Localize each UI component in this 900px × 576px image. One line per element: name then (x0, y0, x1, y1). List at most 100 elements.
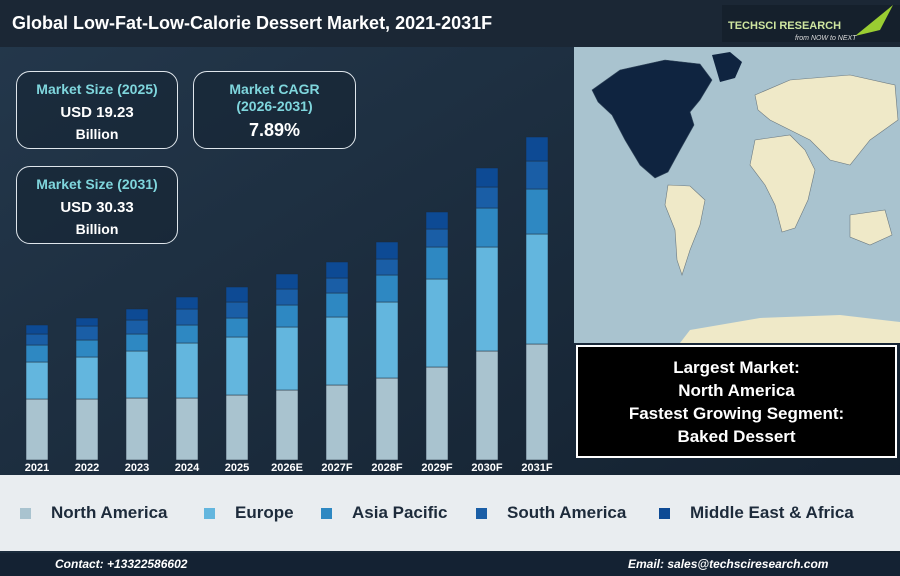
bar-segment (525, 343, 549, 461)
x-tick-label: 2028F (371, 462, 402, 474)
bar-segment (375, 241, 399, 260)
south-america (664, 184, 706, 276)
logo-tagline: from NOW to NEXT (795, 35, 857, 42)
bar-segment (175, 324, 199, 344)
legend-label: Middle East & Africa (690, 503, 854, 522)
stat-label: Market CAGR (229, 81, 320, 97)
highlight-line: Fastest Growing Segment: (628, 404, 845, 423)
legend: North America Europe Asia Pacific South Ame… (0, 475, 900, 551)
x-tick-label: 2025 (225, 462, 249, 474)
bar-segment (75, 325, 99, 341)
highlight-line: North America (678, 381, 795, 400)
logo-icon (855, 5, 893, 36)
title: Global Low-Fat-Low-Calorie Dessert Marke… (12, 13, 492, 33)
x-tick-label: 2023 (125, 462, 149, 474)
stat-box: Market Size (2025) USD 19.23 Billion (16, 71, 178, 149)
bar-segment (425, 278, 449, 368)
x-tick-label: 2027F (321, 462, 352, 474)
highlight-line: Largest Market: (673, 358, 800, 377)
bar-segment (225, 301, 249, 319)
x-tick-label: 2031F (521, 462, 552, 474)
bar-segment (375, 377, 399, 461)
logo-bg (722, 5, 900, 42)
bar-segment (525, 233, 549, 345)
bar-segment (475, 246, 499, 352)
greenland (712, 52, 742, 82)
highlights: Largest Market: North America Fastest Gr… (576, 345, 897, 458)
antarctica (680, 315, 900, 343)
stat-box: Market Size (2031) USD 30.33 Billion (16, 166, 178, 244)
bar-segment (225, 317, 249, 338)
bar-segment (375, 301, 399, 379)
australia (849, 209, 893, 246)
bar-segment (175, 342, 199, 399)
bar-segment (325, 277, 349, 294)
bar-segment (225, 336, 249, 396)
stat-value: USD 19.23 (60, 104, 134, 121)
bar-segment (425, 366, 449, 461)
bar-segment (225, 394, 249, 461)
bar-segment (475, 167, 499, 188)
bar-segment (125, 350, 149, 399)
legend-swatch (204, 508, 215, 519)
bar-segment (125, 319, 149, 335)
legend-label: North America (51, 503, 168, 522)
x-tick-label: 2022 (75, 462, 99, 474)
bar-segment (275, 304, 299, 328)
footer: Contact: +13322586602 Email: sales@techs… (0, 553, 900, 576)
x-tick-label: 2030F (471, 462, 502, 474)
stat-box: Market CAGR (2026-2031) 7.89% (193, 71, 356, 149)
bar-segment (275, 389, 299, 461)
bar-segment (25, 361, 49, 400)
bar-segment (525, 188, 549, 235)
legend-label: South America (507, 503, 627, 522)
legend-swatch (476, 508, 487, 519)
stat-value: USD 30.33 (60, 199, 134, 216)
logo: TECHSCI RESEARCH (728, 20, 841, 32)
bar-segment (125, 308, 149, 321)
stat-label: Market Size (2025) (36, 81, 158, 97)
bar-segment (425, 211, 449, 230)
x-tick-label: 2021 (25, 462, 49, 474)
bar-segment (275, 288, 299, 306)
bar-segment (275, 326, 299, 391)
bar-segment (475, 207, 499, 248)
bar-segment (175, 397, 199, 461)
stat-unit: Billion (75, 126, 119, 142)
highlight-line: Baked Dessert (677, 427, 796, 446)
bar-segment (25, 333, 49, 346)
north-america (591, 59, 713, 179)
map (574, 47, 900, 343)
bar-segment (75, 339, 99, 358)
contact: Contact: +13322586602 (55, 557, 188, 571)
legend-label: Asia Pacific (352, 503, 448, 522)
bar-segment (325, 316, 349, 386)
bar-segment (275, 273, 299, 290)
stat-unit: Billion (75, 221, 119, 237)
bar-segment (525, 136, 549, 162)
bar-segment (25, 398, 49, 461)
bar-segment (25, 324, 49, 335)
bar-segment (225, 286, 249, 303)
legend-label: Europe (235, 503, 294, 522)
bar-segment (325, 261, 349, 279)
bar-segment (125, 397, 149, 461)
africa (749, 134, 816, 233)
eurasia (754, 74, 899, 166)
bar-segment (75, 317, 99, 327)
legend-swatch (20, 508, 31, 519)
stat-label: Market Size (2031) (36, 176, 158, 192)
bar-segment (525, 160, 549, 190)
bar-segment (475, 350, 499, 461)
bar-segment (325, 292, 349, 318)
x-tick-label: 2029F (421, 462, 452, 474)
bar-segment (375, 274, 399, 303)
bar-segment (475, 186, 499, 209)
x-tick-label: 2024 (175, 462, 200, 474)
bar-segment (425, 246, 449, 280)
bar-segment (25, 344, 49, 363)
stat-value: 7.89% (248, 120, 301, 140)
bar-segment (325, 384, 349, 461)
